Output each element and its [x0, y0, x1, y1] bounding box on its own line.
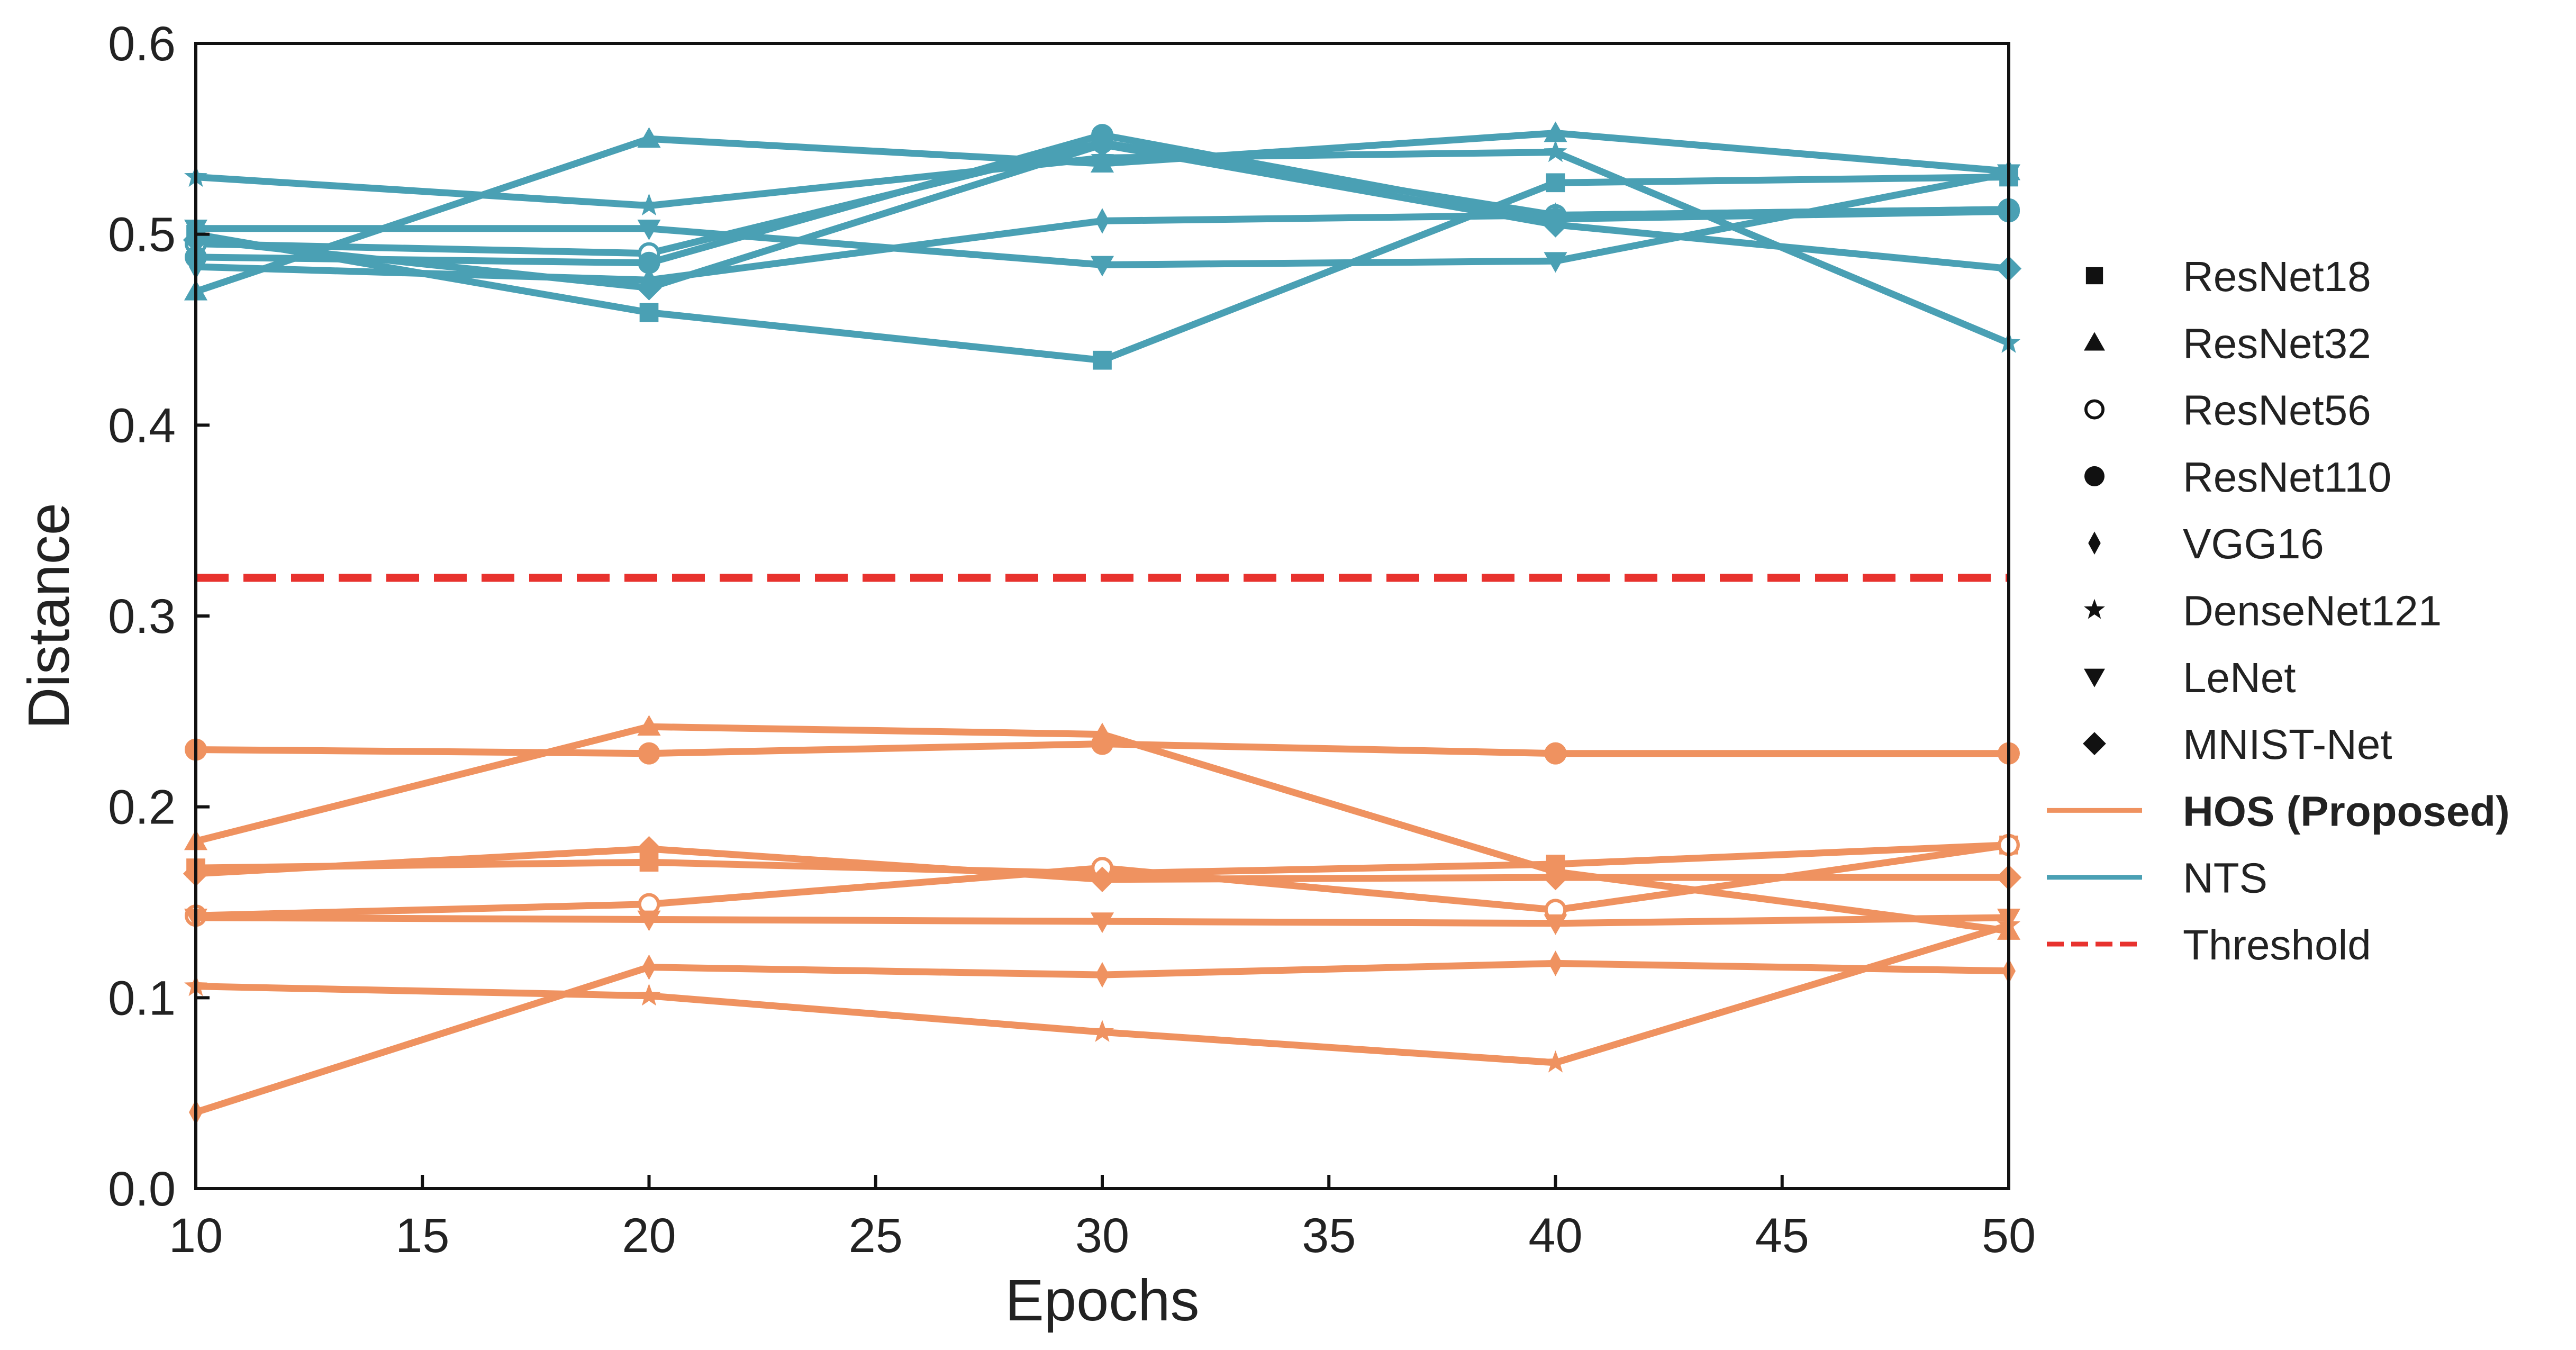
data-point [1090, 256, 1114, 277]
data-point [636, 275, 662, 301]
legend-marker [2084, 399, 2105, 420]
data-point [1091, 732, 1113, 755]
data-point [637, 910, 661, 931]
x-tick-label: 10 [169, 1209, 223, 1263]
series-layer [183, 121, 2022, 1125]
y-tick-label: 0.3 [108, 590, 176, 644]
data-point [1089, 132, 1115, 158]
x-tick-label: 50 [1982, 1209, 2036, 1263]
legend-label: HOS (Proposed) [2183, 787, 2510, 835]
legend-label: NTS [2183, 855, 2267, 902]
series-nts-mnist-net [183, 132, 2022, 301]
legend-item-lenet: LeNet [2084, 654, 2296, 701]
x-tick-label: 15 [395, 1209, 449, 1263]
data-point [637, 127, 661, 148]
data-point [1095, 962, 1110, 988]
data-point [1546, 173, 1565, 193]
y-axis-label: Distance [16, 503, 81, 729]
y-tick-label: 0.5 [108, 208, 176, 262]
x-tick-label: 20 [622, 1209, 676, 1263]
data-point [1095, 208, 1110, 234]
legend-label: MNIST-Net [2183, 721, 2392, 768]
legend-item-mnist-net: MNIST-Net [2083, 721, 2392, 768]
legend-label: ResNet32 [2183, 320, 2371, 367]
legend-label: Threshold [2183, 921, 2371, 968]
y-tick-label: 0.1 [108, 971, 176, 1025]
data-point [637, 220, 661, 240]
x-tick-label: 45 [1755, 1209, 1809, 1263]
data-point [1544, 914, 1567, 935]
legend-label: ResNet56 [2183, 387, 2371, 434]
x-tick-label: 25 [849, 1209, 903, 1263]
data-point [1544, 121, 1567, 142]
x-tick-label: 40 [1528, 1209, 1582, 1263]
legend-label: LeNet [2183, 654, 2296, 701]
data-point [1543, 864, 1568, 891]
series-hos-proposed-resnet110 [185, 732, 2020, 765]
legend-item-resnet18: ResNet18 [2085, 253, 2371, 300]
legend-item-densenet121: DenseNet121 [2084, 587, 2442, 635]
legend-marker [2083, 732, 2106, 755]
data-point [1091, 1020, 1114, 1042]
legend-label: DenseNet121 [2183, 587, 2442, 635]
legend-marker [2085, 267, 2103, 285]
data-point [1093, 350, 1112, 370]
data-point [638, 742, 660, 765]
legend-item-resnet56: ResNet56 [2084, 387, 2371, 434]
y-tick-label: 0.0 [108, 1162, 176, 1216]
data-point [1544, 140, 1567, 162]
series-nts-lenet [184, 164, 2021, 277]
legend-marker [2084, 599, 2105, 619]
data-point [1543, 212, 1568, 238]
data-point [637, 983, 661, 1006]
data-point [1544, 252, 1567, 273]
data-point [637, 715, 661, 736]
axes-layer: 10 15 20 25 30 35 40 45 50 0.0 0.1 0.2 0.3 0.4 0.5 0.6 [108, 17, 2036, 1263]
legend-item-threshold: Threshold [2047, 921, 2371, 968]
legend-item-resnet32: ResNet32 [2084, 320, 2371, 367]
legend-label: VGG16 [2183, 520, 2324, 567]
legend-marker [2084, 332, 2105, 351]
data-point [1548, 950, 1563, 976]
legend-item-nts: NTS [2047, 855, 2267, 902]
data-point [1544, 1050, 1567, 1073]
data-point [639, 303, 659, 322]
legend-label: ResNet110 [2183, 454, 2391, 501]
legend-marker [2084, 466, 2105, 486]
legend-item-resnet110: ResNet110 [2084, 454, 2391, 501]
data-point [636, 836, 662, 862]
data-point [1089, 866, 1115, 892]
data-point [1544, 742, 1567, 765]
legend: ResNet18 ResNet32 ResNet56 ResNet110 VGG16 De… [2047, 253, 2510, 968]
legend-marker [2088, 531, 2101, 555]
data-point [642, 954, 656, 980]
legend-marker [2084, 668, 2105, 687]
x-axis-label: Epochs [1005, 1268, 1200, 1333]
y-tick-label: 0.6 [108, 17, 176, 71]
data-point [638, 251, 660, 274]
y-tick-label: 0.4 [108, 398, 176, 452]
y-tick-label: 0.2 [108, 781, 176, 835]
legend-item-vgg16: VGG16 [2088, 520, 2324, 567]
data-point [1090, 912, 1114, 934]
legend-item-hos-proposed: HOS (Proposed) [2047, 787, 2510, 835]
data-point [637, 193, 661, 216]
x-tick-label: 30 [1075, 1209, 1129, 1263]
x-tick-label: 35 [1302, 1209, 1356, 1263]
legend-label: ResNet18 [2183, 253, 2371, 300]
